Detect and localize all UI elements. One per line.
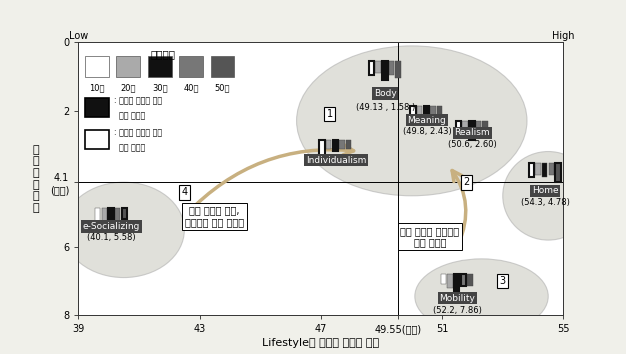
Bar (389, 61, 394, 75)
Text: (40.1, 5.58): (40.1, 5.58) (87, 233, 136, 242)
Bar (424, 105, 429, 124)
Bar (441, 274, 446, 284)
Bar (456, 121, 461, 134)
Bar (542, 164, 547, 177)
Bar (410, 105, 416, 116)
Bar (424, 105, 429, 124)
Bar (319, 139, 325, 158)
Bar (555, 164, 561, 182)
Text: 3: 3 (500, 276, 506, 286)
Text: (54.3, 4.78): (54.3, 4.78) (521, 198, 570, 207)
Bar (108, 208, 114, 227)
Bar (332, 139, 338, 151)
Bar (339, 139, 345, 149)
Bar (454, 274, 459, 293)
Text: 4: 4 (182, 187, 187, 198)
Bar (454, 274, 459, 293)
Bar (396, 61, 401, 78)
Ellipse shape (503, 152, 593, 240)
Bar (332, 139, 338, 151)
Bar (115, 208, 120, 222)
Ellipse shape (63, 182, 185, 278)
Text: (50.6, 2.60): (50.6, 2.60) (448, 140, 497, 149)
Text: e-Socializing: e-Socializing (83, 222, 140, 231)
Text: Meaning: Meaning (408, 116, 446, 125)
Y-axis label: 세
대
간
보
편
성: 세 대 간 보 편 성 (33, 145, 39, 213)
Bar (382, 61, 387, 80)
Text: 1: 1 (327, 109, 333, 119)
Bar (528, 164, 534, 177)
Text: (49.8, 2.43): (49.8, 2.43) (403, 127, 451, 136)
Bar (121, 208, 127, 219)
Bar (410, 105, 416, 116)
Text: Low: Low (69, 30, 88, 41)
Bar (121, 208, 127, 219)
Bar (108, 208, 114, 227)
Bar (437, 105, 443, 121)
Bar (463, 121, 468, 137)
Text: Body: Body (374, 89, 397, 98)
Text: Home: Home (532, 186, 558, 195)
Bar (476, 121, 481, 134)
Bar (95, 208, 100, 222)
Text: (49.13 , 1.58 ): (49.13 , 1.58 ) (356, 103, 415, 113)
Text: 2: 2 (463, 177, 470, 187)
Bar (319, 139, 325, 158)
Bar (430, 105, 436, 121)
Bar (326, 139, 331, 149)
Bar (483, 121, 488, 137)
Bar (467, 274, 473, 286)
Bar (469, 121, 475, 139)
Text: Mobility: Mobility (439, 293, 475, 303)
Bar (369, 61, 374, 75)
Bar (555, 164, 561, 182)
Bar (382, 61, 387, 80)
Text: 향후 세대간 보편성이
커질 가능성: 향후 세대간 보편성이 커질 가능성 (401, 226, 459, 247)
Bar (461, 274, 466, 286)
Bar (417, 105, 423, 119)
Bar (535, 164, 541, 175)
Text: 향후 내재화 수준,
보편성이 커질 가능성: 향후 내재화 수준, 보편성이 커질 가능성 (185, 205, 244, 227)
Bar (548, 164, 554, 175)
Text: Individualism: Individualism (305, 155, 366, 165)
X-axis label: Lifestyle의 전반적 내재화 수준: Lifestyle의 전반적 내재화 수준 (262, 338, 379, 348)
Bar (101, 208, 107, 224)
Text: (52.2, 7.86): (52.2, 7.86) (433, 307, 482, 315)
Bar (469, 121, 475, 139)
Bar (456, 121, 461, 134)
Bar (346, 139, 351, 149)
Bar (528, 164, 534, 177)
Bar (376, 61, 381, 73)
Ellipse shape (415, 259, 548, 334)
Ellipse shape (297, 46, 527, 196)
Bar (461, 274, 466, 286)
Bar (447, 274, 453, 288)
Bar (369, 61, 374, 75)
Text: High: High (552, 30, 575, 41)
Text: Realism: Realism (454, 128, 490, 137)
